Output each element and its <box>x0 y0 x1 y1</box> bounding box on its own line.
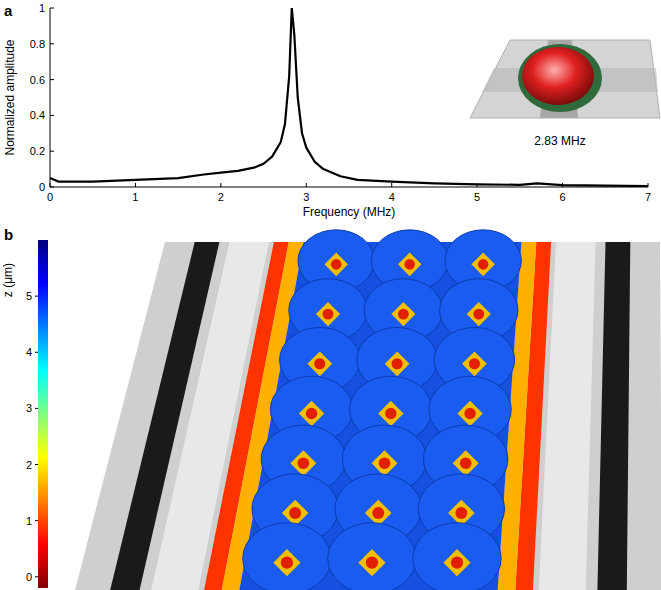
dome-pit <box>358 549 385 576</box>
dome-pit <box>385 351 410 376</box>
figure: a 0 1 2 3 4 5 6 7 0 0.2 0.4 0.6 0.8 1 Frequency (MHz) No… <box>0 0 661 590</box>
dome-center <box>366 557 378 569</box>
dome-center <box>298 457 310 469</box>
y-axis <box>50 8 51 187</box>
dome-center <box>306 408 317 419</box>
dome-center <box>289 507 301 519</box>
x-tick-label: 0 <box>47 191 53 203</box>
y-tick <box>50 79 54 80</box>
spectrum-line <box>50 8 648 186</box>
dome-pit <box>467 302 491 326</box>
annotation: 2.83 MHz <box>534 134 585 148</box>
dome <box>243 523 331 590</box>
dome-center <box>469 358 480 369</box>
dome-center <box>464 408 475 419</box>
colorbar-tick-label: 3 <box>26 402 32 414</box>
dome-pit <box>457 401 482 426</box>
y-tick <box>50 151 54 152</box>
y-tick-label: 0 <box>39 181 45 193</box>
y-tick-label: 1 <box>39 2 45 14</box>
dome-center <box>281 557 293 569</box>
x-axis <box>50 187 648 188</box>
dome-pit <box>290 450 316 476</box>
dome-pit <box>316 302 340 326</box>
dome-pit <box>299 401 324 426</box>
colorbar-tick-label: 4 <box>26 346 32 358</box>
colorbar-tick <box>35 576 38 577</box>
colorbar-tick <box>35 464 38 465</box>
dome-pit <box>391 302 415 326</box>
colorbar-tick <box>35 520 38 521</box>
plot-area <box>50 8 648 186</box>
colorbar-tick-label: 0 <box>26 571 32 583</box>
surface-render <box>75 230 661 590</box>
inset-plane <box>470 40 660 118</box>
x-tick-label: 3 <box>303 191 309 203</box>
dome-pit <box>307 351 332 376</box>
dome-center <box>460 457 472 469</box>
colorbar-tick-label: 1 <box>26 515 32 527</box>
x-tick <box>306 183 307 187</box>
panel-label: b <box>4 226 13 243</box>
dome-center <box>473 309 484 320</box>
colorbar <box>38 240 48 588</box>
dome-pit <box>462 351 487 376</box>
y-tick-label: 0.8 <box>30 38 45 50</box>
y-tick <box>50 115 54 116</box>
dome-center <box>314 358 325 369</box>
dome-pit <box>471 253 495 277</box>
panel-label: a <box>4 2 13 19</box>
colorbar-tick <box>35 408 38 409</box>
dome-center <box>372 507 384 519</box>
x-tick <box>391 183 392 187</box>
electrode-strip <box>597 242 630 590</box>
x-tick-label: 1 <box>132 191 138 203</box>
y-tick-label: 0.2 <box>30 145 45 157</box>
x-axis-label: Frequency (MHz) <box>303 205 396 219</box>
dome-center <box>385 408 396 419</box>
x-tick-label: 5 <box>474 191 480 203</box>
dome-pit <box>372 450 398 476</box>
dome-center <box>478 259 489 270</box>
inset-rim <box>518 44 602 112</box>
inset <box>470 40 660 118</box>
dome-center <box>404 259 415 270</box>
dome-center <box>379 457 391 469</box>
x-tick-label: 6 <box>560 191 566 203</box>
colorbar-tick <box>35 352 38 353</box>
colorbar-label: z (μm) <box>1 263 15 297</box>
dome-pit <box>273 549 300 576</box>
x-tick-label: 2 <box>218 191 224 203</box>
x-tick <box>220 183 221 187</box>
dome-pit <box>453 450 479 476</box>
dome-center <box>331 259 342 270</box>
inset-dome <box>522 47 594 105</box>
dome <box>413 523 501 590</box>
dome-center <box>455 507 467 519</box>
colorbar-tick <box>35 296 38 297</box>
dome-pit <box>378 401 403 426</box>
dome-pit <box>398 253 422 277</box>
dome-pit <box>443 549 470 576</box>
dome-pit <box>324 253 348 277</box>
dome-center <box>451 557 463 569</box>
y-tick-label: 0.6 <box>30 74 45 86</box>
y-tick <box>50 8 54 9</box>
y-axis-label: Normalized amplitude <box>3 39 17 155</box>
dome-center <box>392 358 403 369</box>
colorbar-tick-label: 2 <box>26 459 32 471</box>
dome-pit <box>365 500 392 527</box>
dome <box>328 523 416 590</box>
dome-pit <box>448 500 475 527</box>
y-tick-label: 0.4 <box>30 109 45 121</box>
x-tick <box>135 183 136 187</box>
dome-center <box>323 309 334 320</box>
x-tick-label: 7 <box>645 191 651 203</box>
dome-center <box>398 309 409 320</box>
y-tick <box>50 43 54 44</box>
x-tick-label: 4 <box>389 191 395 203</box>
colorbar-tick-label: 5 <box>26 290 32 302</box>
